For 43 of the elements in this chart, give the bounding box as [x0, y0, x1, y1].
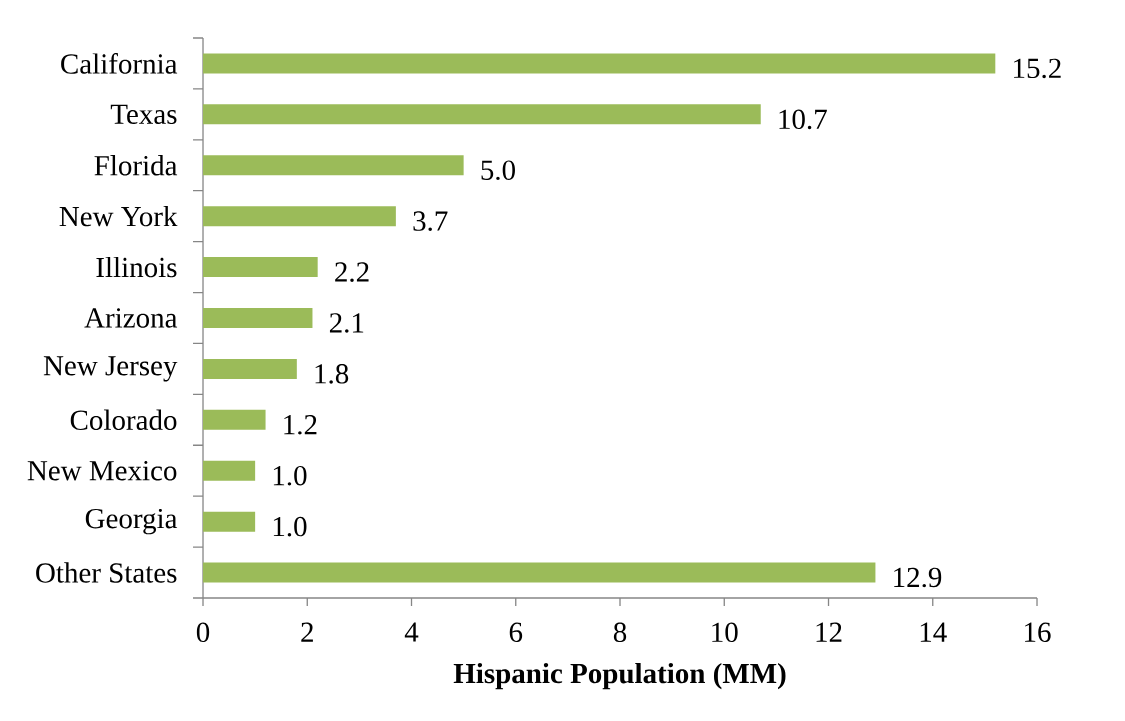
- bar: [203, 155, 464, 176]
- x-tick-label: 12: [816, 622, 842, 642]
- bar: [203, 358, 297, 379]
- y-tick-label: New York: [59, 205, 178, 227]
- data-label: 2.2: [335, 262, 369, 282]
- bar: [203, 206, 396, 227]
- y-tick-label: New Mexico: [27, 460, 177, 481]
- y-tick-label: Florida: [94, 155, 178, 176]
- data-label: 10.7: [779, 109, 827, 130]
- x-axis-title: Hispanic Population (MM): [453, 662, 786, 690]
- x-tick-label: 2: [301, 622, 313, 642]
- x-tick-label: 14: [920, 622, 947, 642]
- x-tick-label: 16: [1025, 622, 1051, 642]
- y-tick-label: Illinois: [96, 256, 177, 278]
- y-tick-label: New Jersey: [43, 356, 178, 382]
- bar: [203, 307, 313, 328]
- x-tick-label: 6: [509, 622, 523, 642]
- y-tick-label: Other States: [36, 562, 177, 583]
- y-tick-label: Texas: [110, 104, 177, 124]
- y-tick-label: Colorado: [70, 409, 177, 431]
- data-label: 3.7: [413, 211, 448, 231]
- y-tick-label: Arizona: [84, 308, 178, 328]
- x-tick-label: 10: [712, 622, 738, 643]
- data-label: 5.0: [481, 160, 515, 181]
- bar: [203, 409, 266, 430]
- x-tick-label: 0: [196, 622, 210, 643]
- y-tick-label: California: [61, 53, 178, 74]
- bar: [203, 511, 256, 532]
- data-label: 1.0: [273, 516, 307, 537]
- x-tick-label: 4: [404, 622, 419, 642]
- bar: [203, 104, 761, 125]
- bar: [203, 257, 318, 278]
- data-label: 12.9: [894, 567, 942, 588]
- bar: [203, 460, 256, 481]
- x-tick-label: 8: [613, 622, 627, 643]
- data-label: 2.1: [329, 313, 364, 333]
- data-label: 1.8: [315, 364, 349, 384]
- data-label: 15.2: [1014, 58, 1061, 79]
- y-tick-label: Georgia: [85, 508, 178, 535]
- data-label: 1.0: [273, 465, 307, 486]
- data-label: 1.2: [284, 415, 317, 435]
- bar: [203, 53, 996, 74]
- bar: [203, 562, 876, 583]
